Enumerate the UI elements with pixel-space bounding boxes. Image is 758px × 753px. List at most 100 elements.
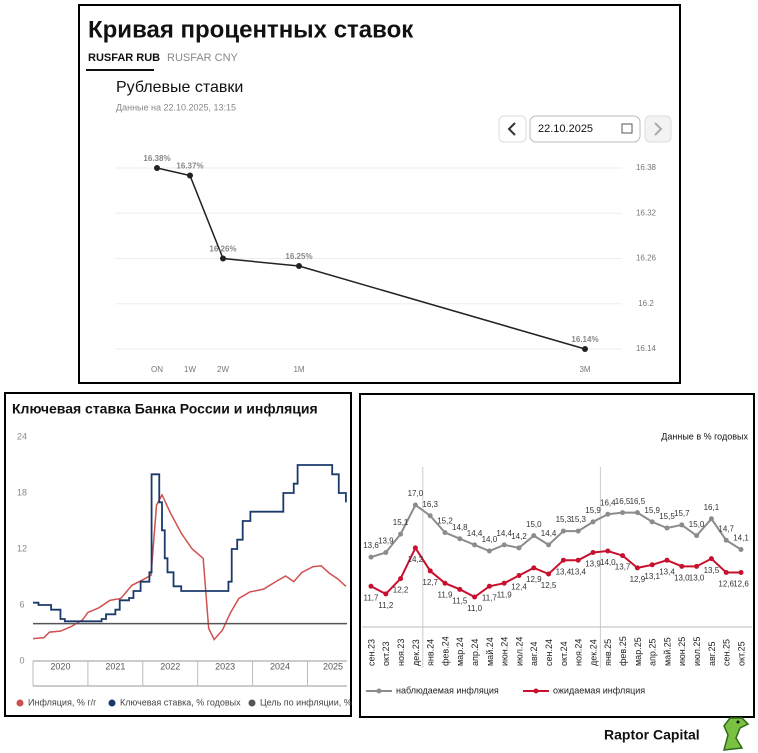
point bbox=[649, 562, 655, 568]
legend-label: Инфляция, % г/г bbox=[28, 697, 97, 707]
x-tick-label: 2020 bbox=[50, 661, 70, 671]
x-tick-label: окт.23 bbox=[381, 641, 391, 666]
point bbox=[679, 563, 685, 569]
point bbox=[412, 502, 418, 508]
line bbox=[33, 464, 347, 623]
x-tick-label: 2W bbox=[217, 365, 229, 374]
point bbox=[427, 513, 433, 519]
x-tick-label: 2024 bbox=[270, 661, 290, 671]
point bbox=[694, 563, 700, 569]
point bbox=[368, 583, 374, 589]
y-tick-label: 0 bbox=[19, 655, 24, 665]
legend-marker bbox=[16, 699, 24, 707]
point bbox=[605, 511, 611, 517]
point bbox=[398, 576, 404, 582]
logo-shape bbox=[722, 717, 750, 751]
x-tick-label: сен.24 bbox=[544, 639, 554, 666]
value-label: 13,0 bbox=[689, 573, 705, 582]
point bbox=[723, 537, 729, 543]
x-tick-label: фев.24 bbox=[440, 636, 450, 666]
value-label: 16.25% bbox=[285, 252, 312, 261]
point bbox=[546, 571, 552, 577]
value-label: 14,8 bbox=[452, 523, 468, 532]
point bbox=[708, 556, 714, 562]
tab[interactable]: RUSFAR RUB bbox=[88, 52, 160, 64]
point bbox=[546, 542, 552, 548]
x-tick-label: мар.24 bbox=[455, 637, 465, 666]
value-label: 16,5 bbox=[615, 497, 631, 506]
y-tick-label: 16.14 bbox=[636, 344, 657, 353]
value-label: 11,7 bbox=[482, 593, 498, 602]
page-title: Кривая процентных ставок bbox=[88, 16, 414, 43]
chart-title: Рублевые ставки bbox=[116, 79, 243, 96]
value-label: 12,6 bbox=[733, 580, 749, 589]
point bbox=[457, 586, 463, 592]
point bbox=[154, 165, 160, 171]
date-value: 22.10.2025 bbox=[538, 123, 593, 135]
point bbox=[486, 583, 492, 589]
point bbox=[383, 591, 389, 597]
value-label: 14,0 bbox=[600, 558, 616, 567]
value-label: 11,7 bbox=[364, 593, 380, 602]
value-label: 16,3 bbox=[422, 500, 438, 509]
prev-icon bbox=[507, 122, 516, 136]
next-button[interactable] bbox=[644, 115, 672, 143]
point bbox=[575, 528, 581, 534]
tab[interactable]: RUSFAR CNY bbox=[167, 52, 239, 64]
x-tick-label: окт.24 bbox=[559, 641, 569, 666]
point bbox=[605, 548, 611, 554]
value-label: 15,9 bbox=[585, 506, 601, 515]
point bbox=[486, 548, 492, 554]
value-label: 13,0 bbox=[674, 573, 690, 582]
value-label: 16.38% bbox=[143, 154, 170, 163]
value-label: 11,9 bbox=[497, 590, 513, 599]
x-tick-label: 2021 bbox=[105, 661, 125, 671]
y-tick-label: 6 bbox=[19, 599, 24, 609]
value-label: 15,3 bbox=[570, 515, 586, 524]
y-tick-label: 16.2 bbox=[638, 299, 654, 308]
y-tick-label: 16.38 bbox=[636, 163, 657, 172]
value-label: 11,0 bbox=[467, 604, 483, 613]
value-label: 16,1 bbox=[704, 503, 720, 512]
value-label: 17,0 bbox=[408, 489, 424, 498]
next-icon bbox=[654, 122, 663, 136]
value-label: 15,9 bbox=[644, 506, 660, 515]
date-picker[interactable] bbox=[529, 115, 641, 143]
value-label: 15,5 bbox=[659, 512, 675, 521]
line bbox=[32, 493, 347, 641]
x-tick-label: окт.25 bbox=[736, 641, 746, 666]
value-label: 15,0 bbox=[526, 520, 542, 529]
x-tick-label: май.24 bbox=[485, 637, 495, 666]
value-label: 13,5 bbox=[704, 566, 720, 575]
x-tick-label: 3M bbox=[579, 365, 590, 374]
x-tick-label: сен.23 bbox=[366, 639, 376, 666]
value-label: 11,2 bbox=[378, 601, 394, 610]
point bbox=[427, 568, 433, 574]
value-label: 13,4 bbox=[570, 567, 586, 576]
x-tick-label: апр.24 bbox=[470, 639, 480, 666]
point bbox=[368, 554, 374, 560]
point bbox=[472, 594, 478, 600]
value-label: 14,4 bbox=[496, 529, 512, 538]
point bbox=[531, 533, 537, 539]
value-label: 15,1 bbox=[393, 518, 409, 527]
value-label: 16.37% bbox=[176, 162, 203, 171]
value-label: 13,9 bbox=[378, 537, 394, 546]
value-label: 14,2 bbox=[408, 555, 424, 564]
x-tick-label: июн.24 bbox=[500, 637, 510, 666]
x-tick-label: мар.25 bbox=[633, 637, 643, 666]
value-label: 14,0 bbox=[482, 535, 498, 544]
point bbox=[664, 557, 670, 563]
point bbox=[187, 172, 193, 179]
legend-label: ожидаемая инфляция bbox=[553, 685, 645, 695]
x-tick-label: июл.25 bbox=[692, 637, 702, 666]
point bbox=[472, 542, 478, 548]
panel bbox=[359, 393, 755, 718]
prev-button[interactable] bbox=[498, 115, 527, 143]
x-tick-label: 2023 bbox=[215, 661, 235, 671]
x-tick-label: ON bbox=[151, 365, 163, 374]
brand: Raptor Capital bbox=[604, 727, 700, 743]
point bbox=[412, 545, 418, 551]
point bbox=[516, 573, 522, 579]
value-label: 13,4 bbox=[556, 567, 572, 576]
